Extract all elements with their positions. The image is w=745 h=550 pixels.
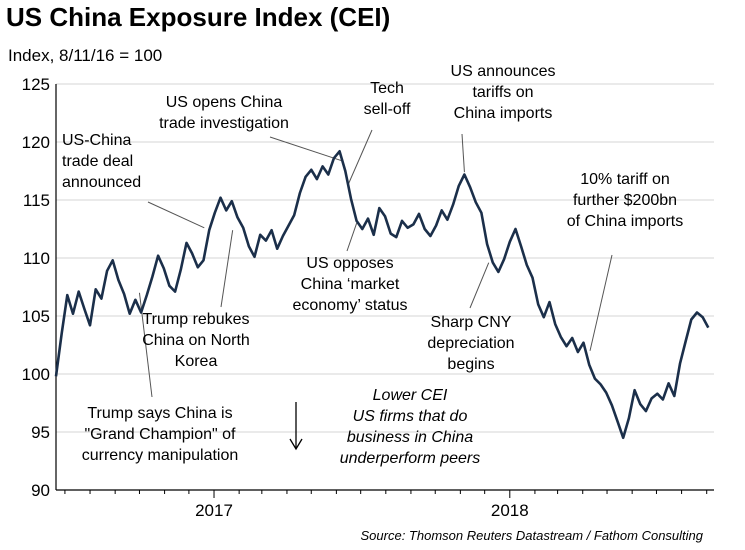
annotation-leader [469, 262, 490, 309]
y-tick-label: 110 [23, 249, 50, 268]
y-tick-label: 115 [23, 191, 50, 210]
y-tick-label: 100 [22, 365, 50, 384]
chart-subtitle: Index, 8/11/16 = 100 [8, 46, 163, 65]
annotation-label: US opens China trade investigation [159, 94, 289, 132]
annotation-leader [461, 133, 465, 173]
annotation-label: Sharp CNY depreciation begins [427, 314, 514, 373]
x-tick-label: 2018 [491, 501, 529, 520]
annotation-label: Trump says China is "Grand Champion" of cu… [82, 405, 239, 464]
source-note: Source: Thomson Reuters Datastream / Fat… [360, 528, 703, 543]
lower-cei-note: Lower CEI US firms that do business in Chi… [340, 387, 481, 467]
down-arrow-head-icon [289, 438, 303, 451]
annotation-leader [346, 223, 358, 252]
y-tick-label: 120 [22, 133, 50, 152]
y-tick-label: 90 [31, 481, 50, 500]
y-tick-label: 105 [22, 307, 50, 326]
annotation-label: US announces tariffs on China imports [451, 63, 556, 122]
annotation-label: 10% tariff on further $200bn of China impo… [567, 171, 684, 230]
series-line [54, 150, 710, 440]
annotation-leader [348, 129, 373, 184]
annotation-label: US opposes China ‘market economy’ status [292, 255, 407, 314]
x-tick-label: 2017 [195, 501, 233, 520]
chart-title: US China Exposure Index (CEI) [6, 2, 391, 32]
annotation-label: US-China trade deal announced [62, 132, 141, 191]
y-tick-label: 125 [22, 75, 50, 94]
annotation-leader [220, 230, 234, 308]
y-tick-label: 95 [31, 423, 50, 442]
annotation-label: Tech sell-off [364, 80, 411, 118]
annotation-leader [269, 136, 342, 162]
annotation-label: Trump rebukes China on North Korea [142, 311, 250, 370]
annotation-leader [589, 254, 613, 351]
annotation-leader [147, 201, 205, 229]
